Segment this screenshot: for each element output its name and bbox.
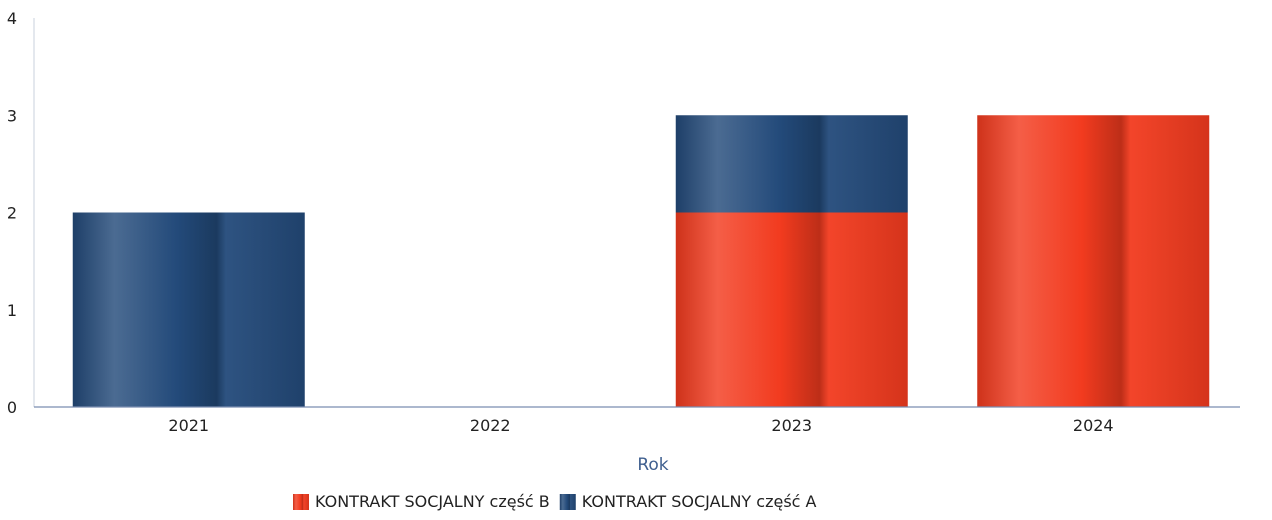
bar-2024-series-0	[977, 115, 1210, 407]
legend-label-series-1: KONTRAKT SOCJALNY część A	[582, 492, 817, 511]
x-tick-label: 2022	[470, 416, 511, 435]
legend-swatch-series-0	[293, 494, 309, 510]
x-tick-label: 2021	[168, 416, 209, 435]
x-axis: 2021 2022 2023 2024	[34, 406, 1240, 435]
y-tick-label: 0	[7, 398, 17, 417]
legend-label-series-0: KONTRAKT SOCJALNY część B	[315, 492, 550, 511]
y-tick-label: 1	[7, 301, 17, 320]
bar-2021-series-1	[72, 212, 305, 407]
x-axis-title: Rok	[637, 455, 668, 475]
bar-2023-series-1	[675, 115, 908, 213]
y-tick-label: 4	[7, 9, 17, 28]
legend-swatch-series-1	[559, 494, 576, 510]
y-axis: 0 1 2 3 4	[7, 9, 35, 417]
bar-2023-series-0	[675, 212, 908, 407]
y-tick-label: 2	[7, 204, 17, 223]
y-tick-label: 3	[7, 106, 17, 125]
bars	[72, 115, 1210, 407]
x-tick-label: 2023	[771, 416, 812, 435]
x-tick-label: 2024	[1073, 416, 1114, 435]
legend: KONTRAKT SOCJALNY część B KONTRAKT SOCJAL…	[293, 492, 817, 511]
